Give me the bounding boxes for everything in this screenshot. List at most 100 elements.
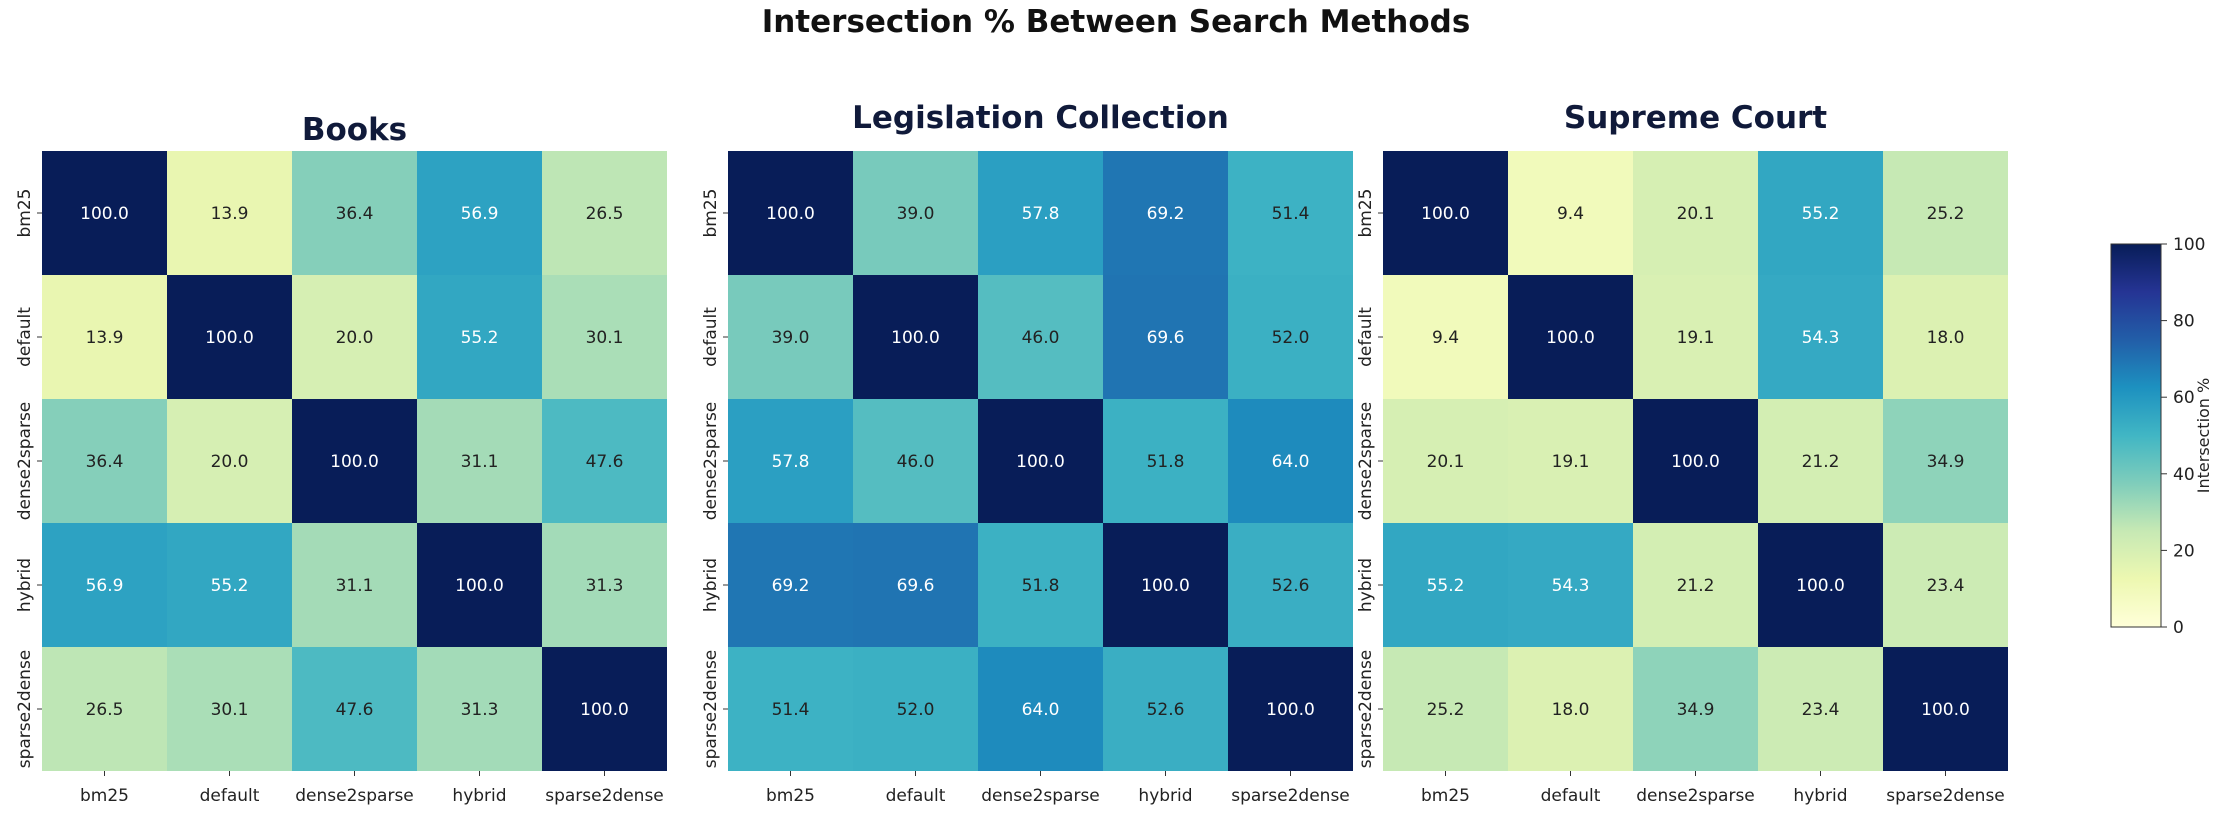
heatmap-title-1: Legislation Collection [852,100,1229,136]
heatmap-cell [1383,151,1508,275]
heatmap-cell-label: 57.8 [772,452,810,472]
heatmap-cell [417,275,542,399]
heatmap-cell-label: 69.6 [1147,328,1185,348]
heatmap-cell-label: 31.3 [586,576,624,596]
colorbar-tick-label: 0 [2173,618,2184,638]
heatmap-cell-label: 100.0 [1266,700,1315,720]
heatmap-cell [417,647,542,771]
heatmap-cell-label: 69.6 [897,576,935,596]
heatmap-cell-label: 56.9 [461,204,499,224]
heatmap-cell-label: 54.3 [1802,328,1840,348]
y-tick-label: dense2sparse [15,402,35,521]
heatmap-cell-label: 100.0 [1796,576,1845,596]
heatmap-cell [42,647,167,771]
heatmap-cell [1228,523,1353,647]
colorbar-tick-label: 60 [2173,388,2195,408]
x-tick-label: sparse2dense [1886,786,2005,806]
heatmap-cell [978,523,1103,647]
heatmap-cell-label: 21.2 [1802,452,1840,472]
heatmap-cell [1103,275,1228,399]
heatmap-cell [167,275,292,399]
heatmap-cell-label: 55.2 [461,328,499,348]
x-tick-label: bm25 [1421,786,1470,806]
heatmap-title-2: Supreme Court [1564,100,1827,136]
heatmap-cell [542,151,667,275]
heatmap-cell-label: 39.0 [897,204,935,224]
heatmap-cell [1883,151,2008,275]
heatmap-cell-label: 55.2 [211,576,249,596]
heatmap-cell [42,523,167,647]
heatmap-cell [417,399,542,523]
heatmap-cell-label: 13.9 [211,204,249,224]
heatmap-cell [1758,151,1883,275]
y-tick-label: bm25 [1356,189,1376,238]
heatmap-cell-label: 25.2 [1927,204,1965,224]
y-tick-label: hybrid [1356,558,1376,612]
heatmap-cell-label: 69.2 [772,576,810,596]
heatmap-cell-label: 100.0 [580,700,629,720]
heatmap-cell [167,647,292,771]
heatmap-cell [1883,275,2008,399]
heatmap-cell-label: 26.5 [586,204,624,224]
heatmap-cell-label: 31.1 [336,576,374,596]
heatmap-cell-label: 52.0 [897,700,935,720]
heatmap-cell [1383,399,1508,523]
heatmap-cell-label: 100.0 [891,328,940,348]
heatmap-cell [292,523,417,647]
x-tick-label: sparse2dense [1231,786,1350,806]
heatmap-cell-label: 100.0 [1421,204,1470,224]
heatmap-cell-label: 100.0 [455,576,504,596]
heatmap-cell-label: 100.0 [205,328,254,348]
heatmap-cell [1508,151,1633,275]
heatmap-cell-label: 31.1 [461,452,499,472]
y-tick-label: hybrid [15,558,35,612]
heatmap-cell-label: 20.1 [1427,452,1465,472]
heatmap-cell-label: 64.0 [1022,700,1060,720]
heatmap-cell [1633,151,1758,275]
heatmap-cell [1633,275,1758,399]
heatmap-cell-label: 100.0 [1921,700,1970,720]
heatmap-cell [292,399,417,523]
heatmap-cell [292,647,417,771]
heatmap-cell-label: 9.4 [1432,328,1459,348]
y-tick-label: bm25 [701,189,721,238]
heatmap-cell-label: 39.0 [772,328,810,348]
x-tick-label: default [886,786,946,806]
heatmap-cell [1633,523,1758,647]
heatmap-cell-label: 19.1 [1677,328,1715,348]
heatmap-cell [1633,399,1758,523]
heatmap-cell [542,647,667,771]
heatmap-cell [728,647,853,771]
heatmap-cell-label: 20.1 [1677,204,1715,224]
heatmap-cell-label: 51.4 [772,700,810,720]
heatmap-cell-label: 46.0 [897,452,935,472]
heatmap-cell [1758,275,1883,399]
heatmap-cell-label: 52.6 [1272,576,1310,596]
heatmap-cell [1228,275,1353,399]
y-tick-label: default [701,307,721,367]
heatmap-cell [1383,647,1508,771]
colorbar-label: Intersection % [2194,378,2213,493]
heatmap-cell [167,399,292,523]
heatmap-title-0: Books [302,112,407,148]
heatmap-cell [853,523,978,647]
heatmap-cell [1103,151,1228,275]
heatmap-cell-label: 100.0 [330,452,379,472]
heatmap-cell-label: 100.0 [766,204,815,224]
heatmap-cell-label: 100.0 [1546,328,1595,348]
heatmap-cell [1103,399,1228,523]
heatmap-cell-label: 30.1 [586,328,624,348]
heatmap-cell [42,275,167,399]
x-tick-label: hybrid [1793,786,1847,806]
heatmap-cell [1228,151,1353,275]
heatmap-cell-label: 30.1 [211,700,249,720]
heatmap-cell [1758,399,1883,523]
heatmap-cell-label: 100.0 [80,204,129,224]
chart-suptitle: Intersection % Between Search Methods [761,4,1471,40]
heatmap-cell-label: 34.9 [1677,700,1715,720]
heatmap-cell [417,151,542,275]
x-tick-label: default [200,786,260,806]
heatmap-cell-label: 23.4 [1802,700,1840,720]
heatmap-cell [728,151,853,275]
